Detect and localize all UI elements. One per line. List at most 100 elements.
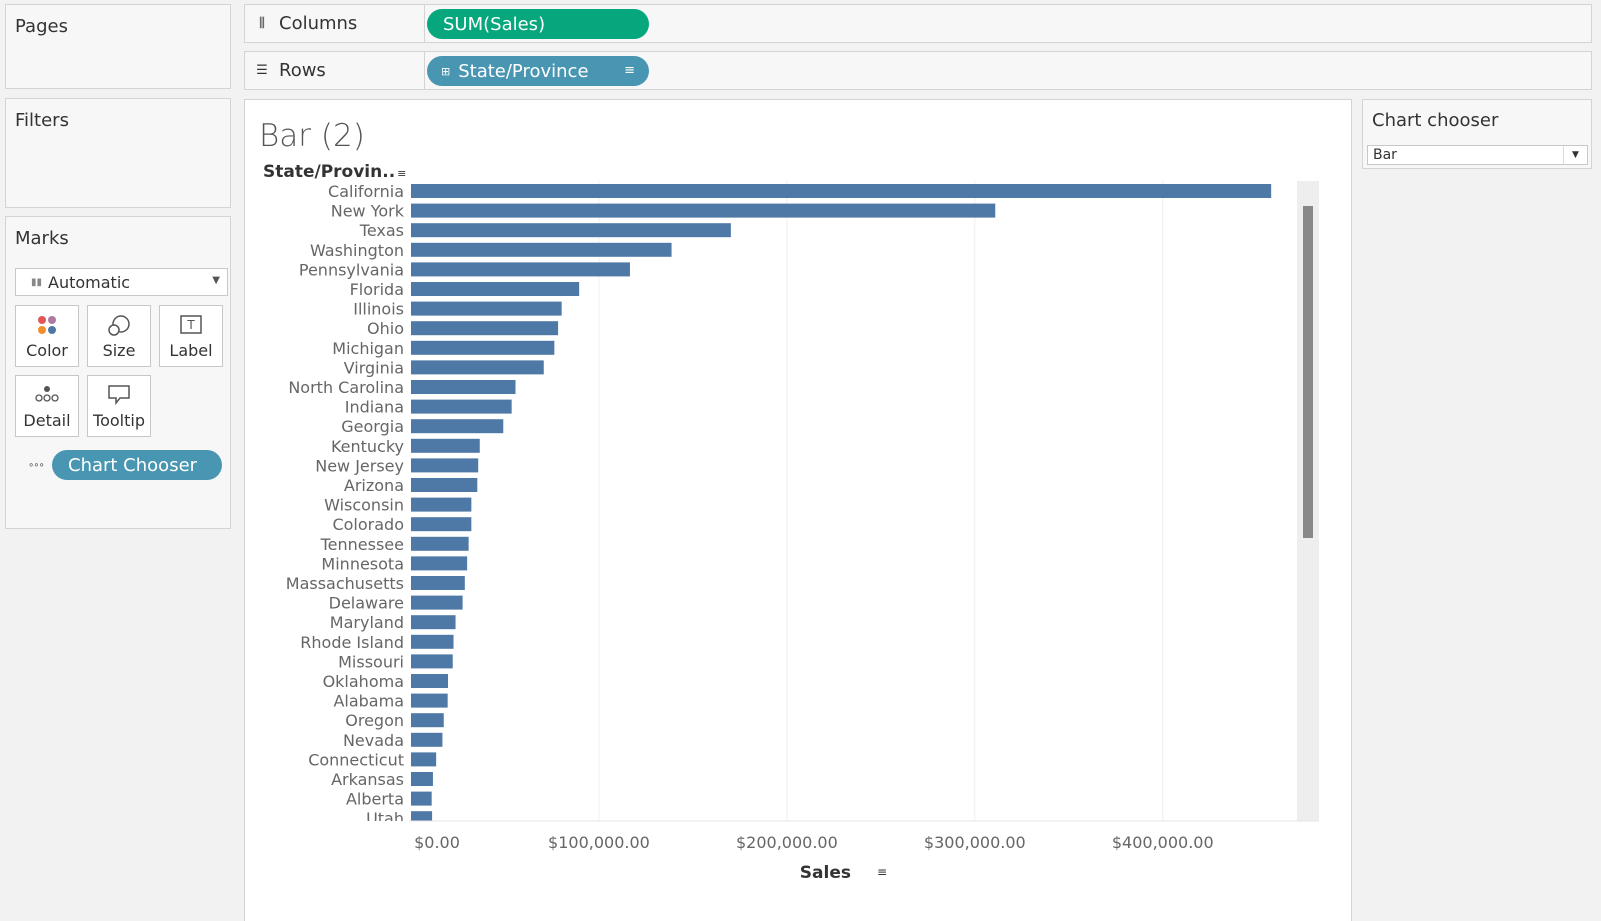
rows-label: Rows xyxy=(279,60,326,81)
rows-shelf[interactable]: ☰ Rows ⊞ State/Province ≡ xyxy=(244,51,1592,90)
size-icon xyxy=(88,314,150,338)
row-header[interactable]: State/Provin.. ≡ xyxy=(263,162,406,182)
category-label: California xyxy=(328,182,404,201)
bar[interactable] xyxy=(411,242,672,257)
x-tick-label: $200,000.00 xyxy=(736,833,838,852)
mark-type-value: Automatic xyxy=(48,272,131,292)
columns-icon: ⫼ xyxy=(259,16,265,31)
bar[interactable] xyxy=(411,772,433,786)
category-label: North Carolina xyxy=(288,378,404,397)
bar[interactable] xyxy=(411,203,996,218)
bar[interactable] xyxy=(411,321,559,336)
view-title: Bar (2) xyxy=(259,118,365,154)
category-label: Florida xyxy=(350,280,404,299)
bar[interactable] xyxy=(411,693,448,708)
mark-type-dropdown[interactable]: ▮▮ Automatic ▼ xyxy=(15,268,228,296)
columns-shelf-label: ⫼ Columns xyxy=(245,5,425,42)
bar[interactable] xyxy=(411,301,562,316)
columns-label: Columns xyxy=(279,13,358,34)
state-province-pill[interactable]: ⊞ State/Province ≡ xyxy=(427,56,649,86)
category-label: Georgia xyxy=(341,417,404,436)
bar[interactable] xyxy=(411,752,437,767)
category-label: New Jersey xyxy=(315,456,404,475)
bar[interactable] xyxy=(411,517,472,532)
rows-icon: ☰ xyxy=(256,63,268,78)
sum-sales-pill-label: SUM(Sales) xyxy=(443,13,546,35)
bar[interactable] xyxy=(411,497,472,512)
svg-text:T: T xyxy=(186,318,195,332)
category-label: Rhode Island xyxy=(300,633,404,652)
filters-title: Filters xyxy=(15,110,69,131)
color-button[interactable]: Color xyxy=(15,305,79,367)
text-label-icon: T xyxy=(160,314,222,336)
rows-shelf-label: ☰ Rows xyxy=(245,52,425,89)
bar[interactable] xyxy=(411,360,544,375)
category-label: Arkansas xyxy=(331,770,404,789)
bar[interactable] xyxy=(411,340,555,355)
expand-box-icon: ⊞ xyxy=(441,64,451,78)
bar[interactable] xyxy=(411,576,465,590)
x-tick-label: $300,000.00 xyxy=(924,833,1026,852)
bar[interactable] xyxy=(411,536,469,551)
category-label: Tennessee xyxy=(320,535,404,554)
category-label: Connecticut xyxy=(308,750,404,769)
bar[interactable] xyxy=(411,478,478,492)
filters-card[interactable]: Filters xyxy=(5,98,231,208)
category-label: Colorado xyxy=(332,515,404,534)
category-label: Arizona xyxy=(344,476,404,495)
pages-card[interactable]: Pages xyxy=(5,4,231,89)
bar[interactable] xyxy=(411,399,512,414)
category-label: Ohio xyxy=(367,319,404,338)
size-button[interactable]: Size xyxy=(87,305,151,367)
chart-chooser-pill[interactable]: Chart Chooser xyxy=(52,450,222,480)
category-label: Texas xyxy=(359,221,404,240)
x-tick-label: $400,000.00 xyxy=(1112,833,1214,852)
bar[interactable] xyxy=(411,438,480,453)
scrollbar-thumb[interactable] xyxy=(1303,206,1313,538)
chart-chooser-select[interactable]: Bar ▼ xyxy=(1367,145,1588,165)
bar[interactable] xyxy=(411,634,454,649)
sort-icon: ≡ xyxy=(877,865,887,879)
bars xyxy=(411,184,1272,825)
label-button[interactable]: T Label xyxy=(159,305,223,367)
bar[interactable] xyxy=(411,419,504,434)
category-label: Missouri xyxy=(338,652,404,671)
bar[interactable] xyxy=(411,654,453,669)
bar[interactable] xyxy=(411,380,516,394)
category-label: Wisconsin xyxy=(324,496,404,515)
tooltip-button[interactable]: Tooltip xyxy=(87,375,151,437)
x-tick-label: $100,000.00 xyxy=(548,833,650,852)
color-label: Color xyxy=(26,341,68,360)
bar[interactable] xyxy=(411,262,630,277)
detail-button[interactable]: Detail xyxy=(15,375,79,437)
bar[interactable] xyxy=(411,458,479,473)
bar[interactable] xyxy=(411,713,444,728)
bar[interactable] xyxy=(411,184,1272,198)
bar[interactable] xyxy=(411,674,448,688)
bar[interactable] xyxy=(411,791,432,806)
bar[interactable] xyxy=(411,732,443,747)
chart-chooser-title: Chart chooser xyxy=(1372,110,1499,131)
bar[interactable] xyxy=(411,223,731,238)
category-label: Indiana xyxy=(345,398,404,417)
bar[interactable] xyxy=(411,595,463,610)
x-axis-title: Sales xyxy=(800,863,851,883)
sum-sales-pill[interactable]: SUM(Sales) xyxy=(427,9,649,39)
category-label: Oklahoma xyxy=(323,672,404,691)
marks-title: Marks xyxy=(15,228,69,249)
gridlines xyxy=(598,181,1164,821)
chevron-down-icon: ▼ xyxy=(1563,146,1587,164)
chart-chooser-card: Chart chooser Bar ▼ xyxy=(1362,99,1592,169)
bar[interactable] xyxy=(411,282,580,296)
detail-icon xyxy=(16,384,78,404)
columns-shelf[interactable]: ⫼ Columns SUM(Sales) xyxy=(244,4,1592,43)
bar[interactable] xyxy=(411,556,468,571)
category-label: Alabama xyxy=(333,692,404,711)
bar[interactable] xyxy=(411,615,456,630)
bar[interactable] xyxy=(411,811,433,825)
chevron-down-icon: ▼ xyxy=(212,275,220,286)
tooltip-label: Tooltip xyxy=(93,411,145,430)
sort-icon: ≡ xyxy=(624,63,635,78)
category-label: Illinois xyxy=(353,300,404,319)
